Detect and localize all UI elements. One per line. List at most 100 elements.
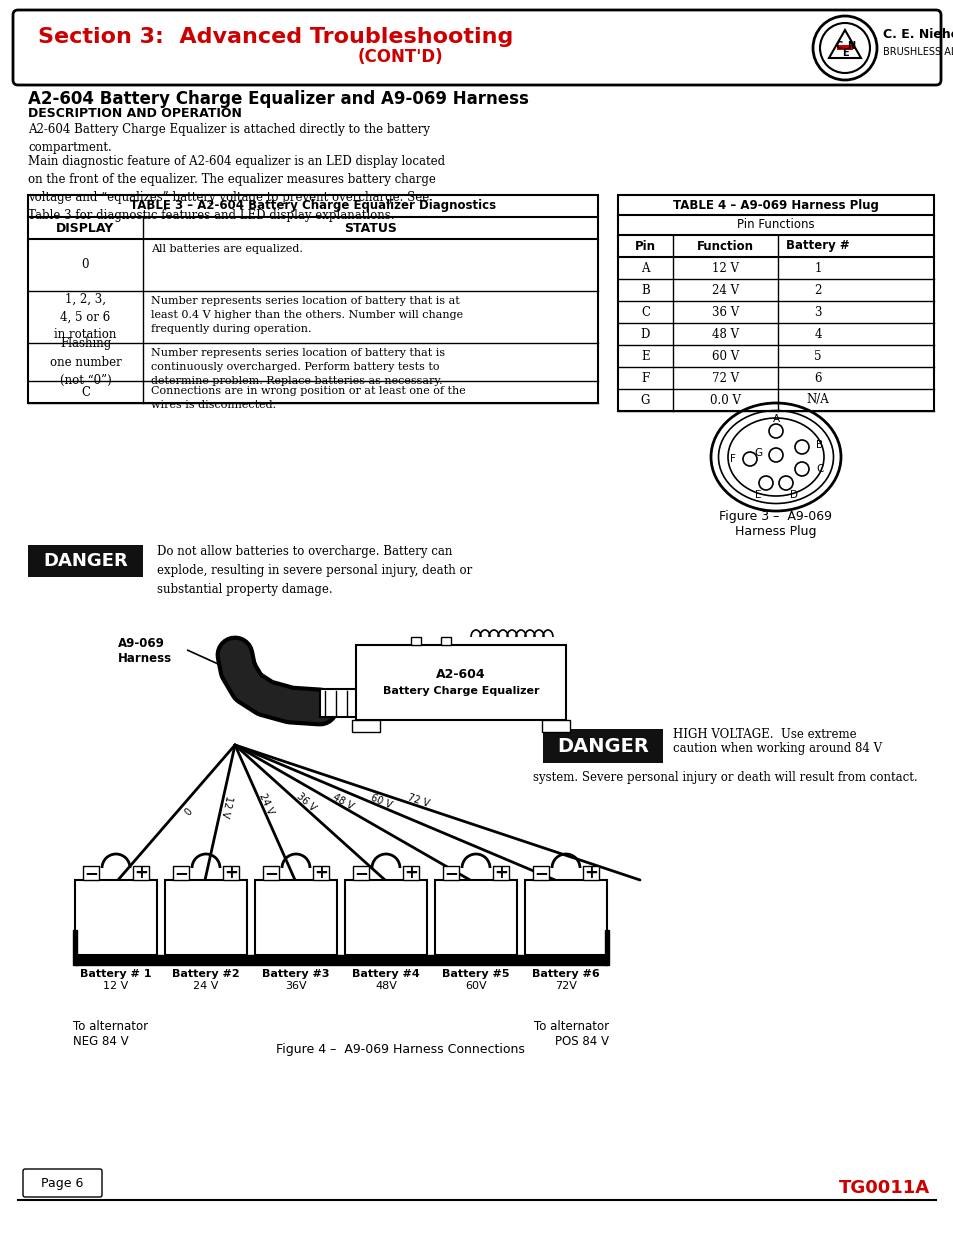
Bar	[73, 930, 77, 965]
Text: A2-604 Battery Charge Equalizer is attached directly to the battery
compartment.: A2-604 Battery Charge Equalizer is attac…	[28, 124, 430, 154]
Text: Figure 3 –  A9-069: Figure 3 – A9-069	[719, 510, 832, 522]
Text: caution when working around 84 V: caution when working around 84 V	[672, 742, 882, 755]
Text: Section 3:  Advanced Troubleshooting: Section 3: Advanced Troubleshooting	[38, 27, 513, 47]
Text: −: −	[84, 864, 98, 882]
Bar	[345, 881, 427, 955]
Text: A2-604 Battery Charge Equalizer and A9-069 Harness: A2-604 Battery Charge Equalizer and A9-0…	[28, 90, 528, 107]
Text: Battery #3: Battery #3	[262, 969, 330, 979]
Text: 60V: 60V	[465, 981, 486, 990]
Bar	[355, 645, 565, 720]
Text: 60 V: 60 V	[711, 350, 739, 363]
Text: E: E	[754, 490, 760, 500]
Text: +: +	[134, 864, 148, 882]
Text: E: E	[640, 350, 649, 363]
Text: 2: 2	[814, 284, 821, 296]
Text: 72 V: 72 V	[406, 793, 431, 809]
FancyBboxPatch shape	[23, 1170, 102, 1197]
Bar	[352, 720, 379, 732]
Bar	[172, 866, 189, 881]
Bar	[836, 44, 852, 49]
Text: Battery #5: Battery #5	[442, 969, 509, 979]
Text: 72 V: 72 V	[711, 372, 739, 384]
Text: D: D	[640, 327, 650, 341]
Text: STATUS: STATUS	[344, 221, 396, 235]
Text: Battery #2: Battery #2	[172, 969, 239, 979]
Text: Pin: Pin	[635, 240, 656, 252]
Bar	[83, 866, 99, 881]
Text: 72V: 72V	[555, 981, 577, 990]
Bar	[165, 881, 247, 955]
Text: TG0011A: TG0011A	[838, 1179, 929, 1197]
Bar	[435, 881, 517, 955]
Text: 1: 1	[814, 262, 821, 274]
Text: −: −	[534, 864, 547, 882]
Text: C: C	[81, 385, 90, 399]
Text: Battery # 1: Battery # 1	[80, 969, 152, 979]
Text: DISPLAY: DISPLAY	[56, 221, 114, 235]
Text: DANGER: DANGER	[43, 552, 128, 571]
Text: 60 V: 60 V	[369, 793, 393, 810]
Text: A9-069
Harness: A9-069 Harness	[118, 637, 172, 664]
Bar	[353, 866, 369, 881]
Bar	[440, 637, 451, 645]
Text: 5: 5	[814, 350, 821, 363]
Text: 36 V: 36 V	[294, 790, 317, 813]
Bar	[313, 866, 329, 881]
Text: 1, 2, 3,
4, 5 or 6
in rotation: 1, 2, 3, 4, 5 or 6 in rotation	[54, 293, 116, 342]
Text: Figure 4 –  A9-069 Harness Connections: Figure 4 – A9-069 Harness Connections	[275, 1044, 524, 1056]
Text: +: +	[494, 864, 507, 882]
Text: Main diagnostic feature of A2-604 equalizer is an LED display located
on the fro: Main diagnostic feature of A2-604 equali…	[28, 156, 445, 222]
Bar	[442, 866, 458, 881]
Text: Pin Functions: Pin Functions	[737, 219, 814, 231]
Text: BRUSHLESS ALTERNATORS: BRUSHLESS ALTERNATORS	[882, 47, 953, 57]
Bar	[542, 729, 662, 763]
Text: F: F	[640, 372, 649, 384]
Text: Harness Plug: Harness Plug	[735, 525, 816, 538]
Text: HIGH VOLTAGE.  Use extreme: HIGH VOLTAGE. Use extreme	[672, 727, 856, 741]
Text: B: B	[815, 440, 822, 450]
Text: 6: 6	[814, 372, 821, 384]
Text: 0: 0	[180, 804, 192, 815]
Text: Do not allow batteries to overcharge. Battery can
explode, resulting in severe p: Do not allow batteries to overcharge. Ba…	[157, 545, 472, 597]
Bar	[319, 689, 357, 718]
Text: Battery Charge Equalizer: Battery Charge Equalizer	[382, 685, 538, 695]
Text: 3: 3	[814, 305, 821, 319]
Text: N/A: N/A	[806, 394, 828, 406]
Text: 12 V: 12 V	[219, 795, 233, 819]
Text: +: +	[314, 864, 328, 882]
Text: N: N	[846, 41, 854, 51]
Text: To alternator
POS 84 V: To alternator POS 84 V	[534, 1020, 608, 1049]
Text: 48 V: 48 V	[331, 792, 355, 811]
Bar	[402, 866, 418, 881]
Text: G: G	[640, 394, 650, 406]
Text: 48 V: 48 V	[711, 327, 739, 341]
Text: C: C	[835, 41, 841, 51]
Bar	[263, 866, 278, 881]
Text: 24 V: 24 V	[257, 792, 275, 816]
Text: To alternator
NEG 84 V: To alternator NEG 84 V	[73, 1020, 148, 1049]
Bar	[493, 866, 509, 881]
Text: G: G	[753, 448, 761, 458]
Text: A: A	[772, 414, 779, 424]
Text: (CONT'D): (CONT'D)	[356, 48, 442, 65]
Text: Battery #6: Battery #6	[532, 969, 599, 979]
Text: D: D	[789, 490, 797, 500]
Text: 12 V: 12 V	[711, 262, 739, 274]
Text: 24 V: 24 V	[711, 284, 739, 296]
Text: Battery #4: Battery #4	[352, 969, 419, 979]
Text: C: C	[815, 464, 822, 474]
Bar	[533, 866, 548, 881]
Bar	[582, 866, 598, 881]
Text: Number represents series location of battery that is at
least 0.4 V higher than : Number represents series location of bat…	[151, 296, 462, 333]
Text: +: +	[583, 864, 598, 882]
Text: A2-604: A2-604	[436, 668, 485, 680]
Text: 36 V: 36 V	[711, 305, 739, 319]
Text: 36V: 36V	[285, 981, 307, 990]
Bar	[618, 195, 933, 411]
Text: A: A	[640, 262, 649, 274]
Text: DESCRIPTION AND OPERATION: DESCRIPTION AND OPERATION	[28, 107, 242, 120]
Text: −: −	[173, 864, 188, 882]
Text: 4: 4	[814, 327, 821, 341]
Text: B: B	[640, 284, 649, 296]
Text: All batteries are equalized.: All batteries are equalized.	[151, 245, 302, 254]
